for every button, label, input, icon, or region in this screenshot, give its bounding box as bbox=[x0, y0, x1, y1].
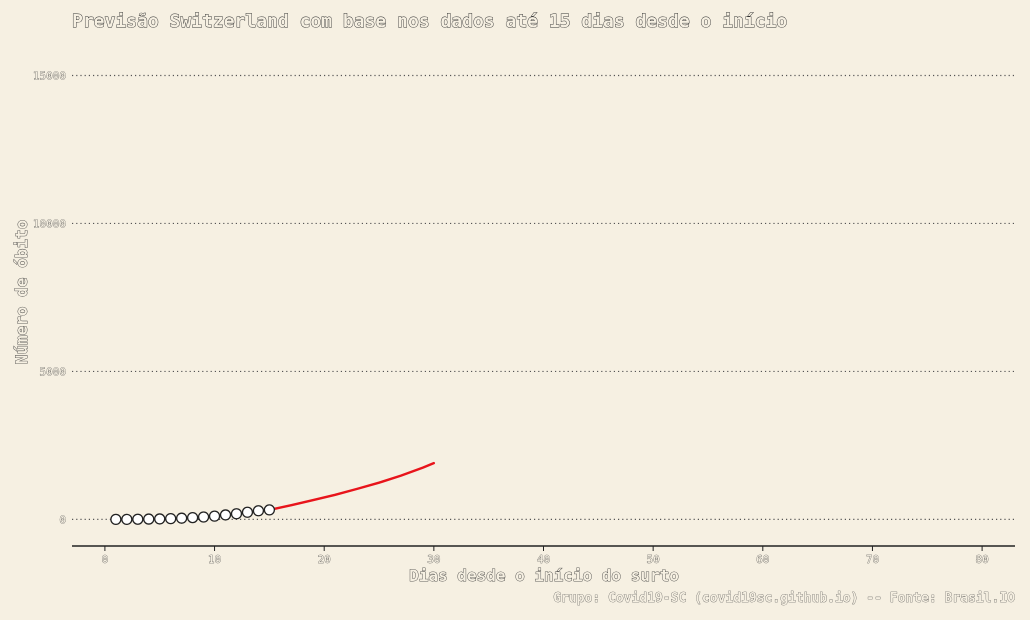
data-point bbox=[176, 512, 188, 524]
data-point bbox=[230, 508, 243, 520]
x-axis-title: Dias desde o início do surto bbox=[409, 566, 679, 585]
y-tick-label: 0 bbox=[59, 513, 66, 526]
data-point bbox=[252, 505, 265, 517]
x-tick-label: 10 bbox=[208, 553, 221, 566]
data-point bbox=[132, 513, 144, 525]
data-point bbox=[154, 513, 166, 525]
data-point bbox=[121, 513, 133, 526]
y-tick-label: 10000 bbox=[33, 217, 66, 230]
data-point bbox=[165, 512, 177, 525]
x-tick-label: 60 bbox=[756, 553, 769, 566]
data-point bbox=[219, 509, 232, 521]
data-point bbox=[263, 504, 276, 516]
x-tick-label: 0 bbox=[102, 553, 109, 566]
series-layer bbox=[110, 461, 435, 526]
chart-caption: Grupo: Covid19-SC (covid19sc.github.io) … bbox=[553, 591, 1015, 606]
data-point bbox=[143, 513, 155, 525]
y-axis-ticks: 0 5000 10000 15000 bbox=[33, 69, 67, 526]
y-tick-label: 5000 bbox=[40, 365, 67, 378]
x-tick-label: 80 bbox=[975, 553, 988, 566]
data-point bbox=[186, 511, 199, 524]
y-axis-title: Número de óbito bbox=[12, 220, 31, 365]
x-tick-label: 50 bbox=[647, 553, 660, 566]
data-point bbox=[241, 506, 254, 518]
x-axis-ticks: 0 10 20 30 40 50 60 70 80 bbox=[101, 546, 989, 566]
chart-title: Previsão Switzerland com base nos dados … bbox=[72, 11, 787, 32]
grid bbox=[72, 74, 1015, 520]
x-tick-label: 70 bbox=[866, 553, 879, 566]
x-tick-label: 40 bbox=[537, 553, 550, 566]
data-point bbox=[110, 513, 122, 526]
data-point bbox=[208, 510, 221, 522]
forecast-line bbox=[268, 461, 435, 512]
x-tick-label: 30 bbox=[427, 553, 440, 566]
y-tick-label: 15000 bbox=[33, 70, 66, 83]
x-tick-label: 20 bbox=[318, 553, 331, 566]
data-point bbox=[197, 511, 210, 523]
